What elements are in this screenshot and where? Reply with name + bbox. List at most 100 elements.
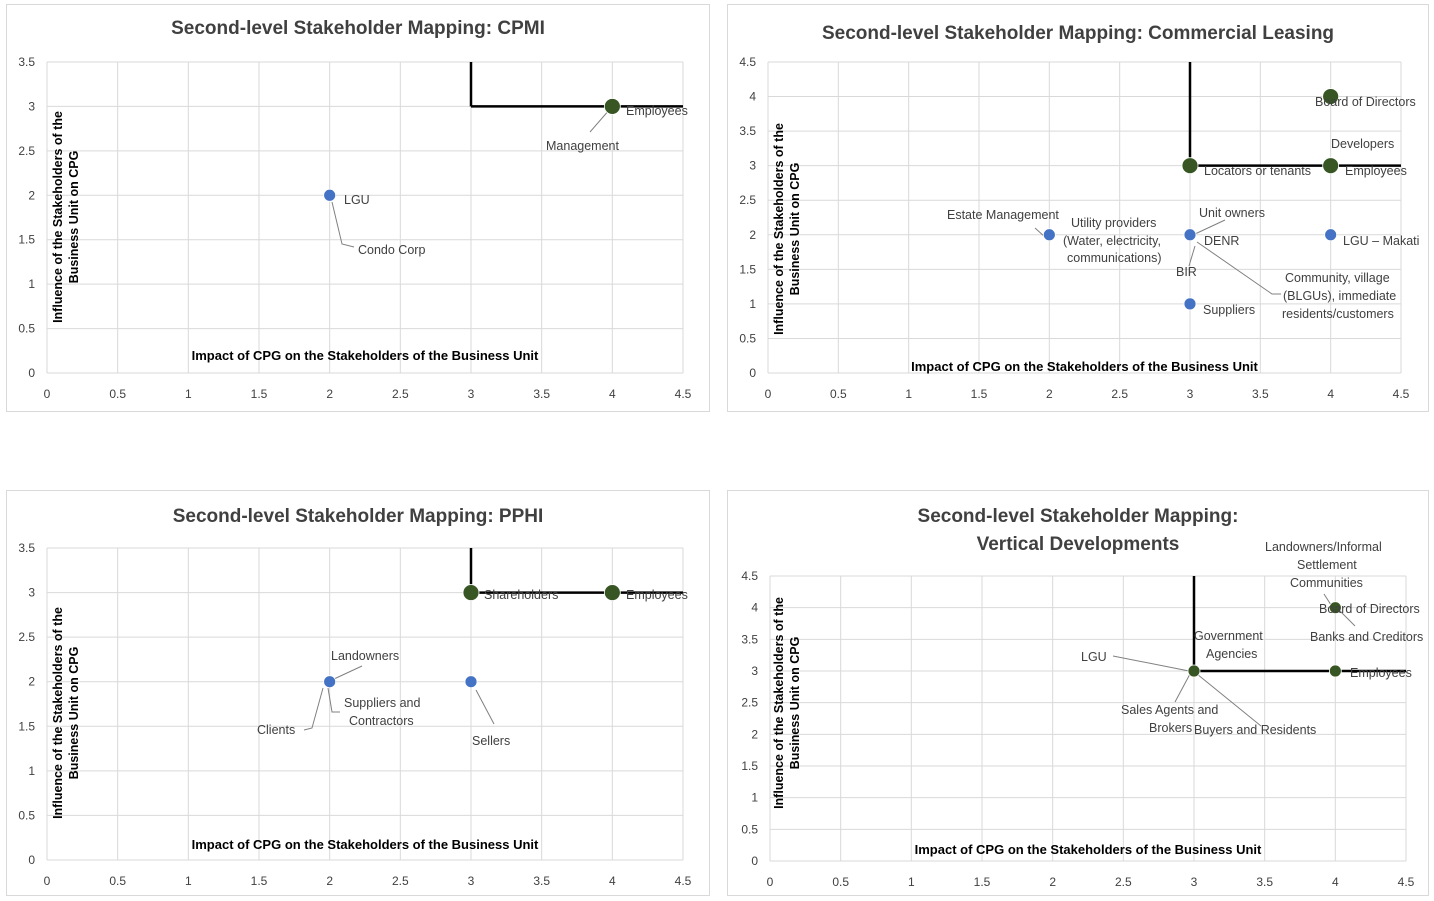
data-label: Employees xyxy=(1345,164,1407,178)
data-label: Unit owners xyxy=(1199,206,1265,220)
x-tick-label: 0 xyxy=(767,875,774,889)
data-label: Developers xyxy=(1331,137,1394,151)
leader-line xyxy=(1112,655,1190,672)
data-point-blue xyxy=(464,675,478,689)
x-tick-label: 1 xyxy=(185,387,192,401)
data-point-blue xyxy=(1183,228,1197,242)
data-label: LGU xyxy=(1081,650,1107,664)
x-tick-label: 3 xyxy=(468,387,475,401)
y-tick-label: 2 xyxy=(749,228,756,242)
y-tick-label: 1 xyxy=(28,277,35,291)
x-tick-label: 3 xyxy=(1187,387,1194,401)
x-tick-label: 4.5 xyxy=(675,874,692,888)
y-tick-label: 4 xyxy=(751,601,758,615)
data-label: Brokers xyxy=(1149,721,1192,735)
data-label: Government xyxy=(1194,629,1263,643)
data-point-green xyxy=(603,98,621,115)
data-label: Board of Directors xyxy=(1319,602,1420,616)
x-tick-label: 1.5 xyxy=(974,875,991,889)
data-label: Communities xyxy=(1290,576,1363,590)
y-tick-label: 1.5 xyxy=(739,262,756,276)
data-label: Sellers xyxy=(472,734,510,748)
x-tick-label: 2 xyxy=(1049,875,1056,889)
data-label: Banks and Creditors xyxy=(1310,630,1423,644)
y-tick-label: 3.5 xyxy=(18,541,35,555)
data-label: Agencies xyxy=(1206,647,1257,661)
y-tick-label: 2.5 xyxy=(18,144,35,158)
x-tick-label: 3.5 xyxy=(533,874,550,888)
y-tick-label: 1 xyxy=(749,297,756,311)
y-tick-label: 2.5 xyxy=(739,193,756,207)
x-tick-label: 1 xyxy=(905,387,912,401)
data-label: Clients xyxy=(257,723,295,737)
chart-frame xyxy=(6,490,710,896)
y-axis-title: Influence of the Stakeholders of the xyxy=(772,597,786,809)
y-tick-label: 0.5 xyxy=(18,808,35,822)
x-tick-label: 3 xyxy=(468,874,475,888)
data-label: residents/customers xyxy=(1282,307,1394,321)
data-label: Employees xyxy=(1350,666,1412,680)
data-label: Employees xyxy=(626,588,688,602)
data-label: LGU xyxy=(344,193,370,207)
y-tick-label: 0.5 xyxy=(739,331,756,345)
chart-commercial-leasing: Second-level Stakeholder Mapping: Commer… xyxy=(727,4,1429,412)
data-label: Buyers and Residents xyxy=(1194,723,1316,737)
leader-line xyxy=(1174,673,1191,703)
leader-line xyxy=(1196,241,1281,295)
data-point-green xyxy=(462,584,480,601)
y-tick-label: 3 xyxy=(751,664,758,678)
x-tick-label: 2.5 xyxy=(392,874,409,888)
x-tick-label: 0 xyxy=(44,874,51,888)
y-tick-label: 0 xyxy=(28,366,35,380)
data-label: Management xyxy=(546,139,619,153)
y-tick-label: 0 xyxy=(28,853,35,867)
x-axis-title: Impact of CPG on the Stakeholders of the… xyxy=(192,348,539,363)
data-label: BIR xyxy=(1176,265,1197,279)
leader-line xyxy=(327,687,340,713)
y-axis-title: Influence of the Stakeholders of the xyxy=(51,111,65,323)
chart-vertical-developments: Second-level Stakeholder Mapping: Vertica… xyxy=(727,490,1429,896)
data-label: Community, village xyxy=(1285,271,1390,285)
data-label: communications) xyxy=(1067,251,1161,265)
data-point-blue xyxy=(1324,228,1338,242)
x-tick-label: 4 xyxy=(1327,387,1334,401)
y-tick-label: 1 xyxy=(28,764,35,778)
x-tick-label: 2 xyxy=(326,387,333,401)
leader-line xyxy=(1188,245,1196,267)
data-label: Suppliers and xyxy=(344,696,420,710)
y-tick-label: 1 xyxy=(751,791,758,805)
x-tick-label: 4 xyxy=(609,387,616,401)
leader-line xyxy=(1194,219,1226,235)
data-point-blue xyxy=(323,188,337,202)
data-point-green xyxy=(1328,601,1342,615)
y-tick-label: 2 xyxy=(751,727,758,741)
chart-frame xyxy=(6,4,710,412)
data-label: Shareholders xyxy=(484,588,558,602)
data-label: Board of Directors xyxy=(1315,95,1416,109)
x-tick-label: 2 xyxy=(1046,387,1053,401)
data-label: (Water, electricity, xyxy=(1063,234,1161,248)
data-label: Landowners/Informal xyxy=(1265,540,1382,554)
data-point-blue xyxy=(1183,297,1197,311)
x-tick-label: 4 xyxy=(609,874,616,888)
x-tick-label: 2 xyxy=(326,874,333,888)
chart-panel-commercial-leasing: Second-level Stakeholder Mapping: Commer… xyxy=(727,4,1429,412)
data-label: Utility providers xyxy=(1071,216,1156,230)
x-tick-label: 0.5 xyxy=(832,875,849,889)
data-label: (BLGUs), immediate xyxy=(1283,289,1396,303)
data-point-green xyxy=(1328,664,1342,678)
data-label: Condo Corp xyxy=(358,243,425,257)
data-label: Locators or tenants xyxy=(1204,164,1311,178)
data-label: DENR xyxy=(1204,234,1239,248)
leader-line xyxy=(303,687,324,731)
x-tick-label: 4.5 xyxy=(675,387,692,401)
x-tick-label: 4.5 xyxy=(1398,875,1415,889)
data-point-green xyxy=(1187,664,1201,678)
y-axis-title: Influence of the Stakeholders of the xyxy=(51,607,65,819)
x-tick-label: 0.5 xyxy=(109,874,126,888)
chart-title: Second-level Stakeholder Mapping: xyxy=(918,506,1239,527)
y-axis-title: Business Unit on CPG xyxy=(788,637,802,770)
chart-title: Second-level Stakeholder Mapping: CPMI xyxy=(171,18,545,39)
chart-panel-cpmi: Second-level Stakeholder Mapping: CPMI 0 0… xyxy=(6,4,710,412)
